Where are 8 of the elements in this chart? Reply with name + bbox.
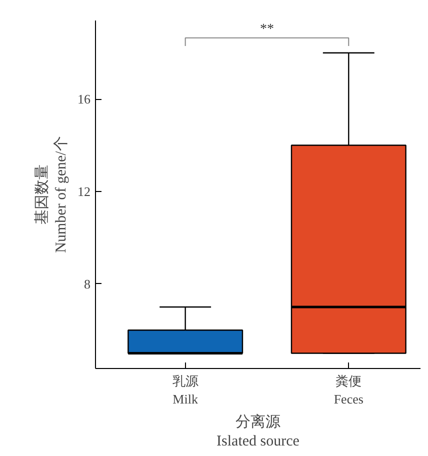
y-tick-label: 16 [78, 92, 91, 107]
x-tick-label: 粪便 Feces [334, 374, 364, 406]
y-axis-title: 基因数量 Number of gene/个 [33, 136, 70, 253]
x-tick-label: 乳源 Milk [172, 374, 198, 406]
y-tick-label: 8 [84, 276, 90, 292]
x-axis-title: 分离源 Islated source [216, 414, 300, 450]
y-tick-label: 12 [78, 184, 90, 199]
annotation: ** [260, 22, 274, 37]
